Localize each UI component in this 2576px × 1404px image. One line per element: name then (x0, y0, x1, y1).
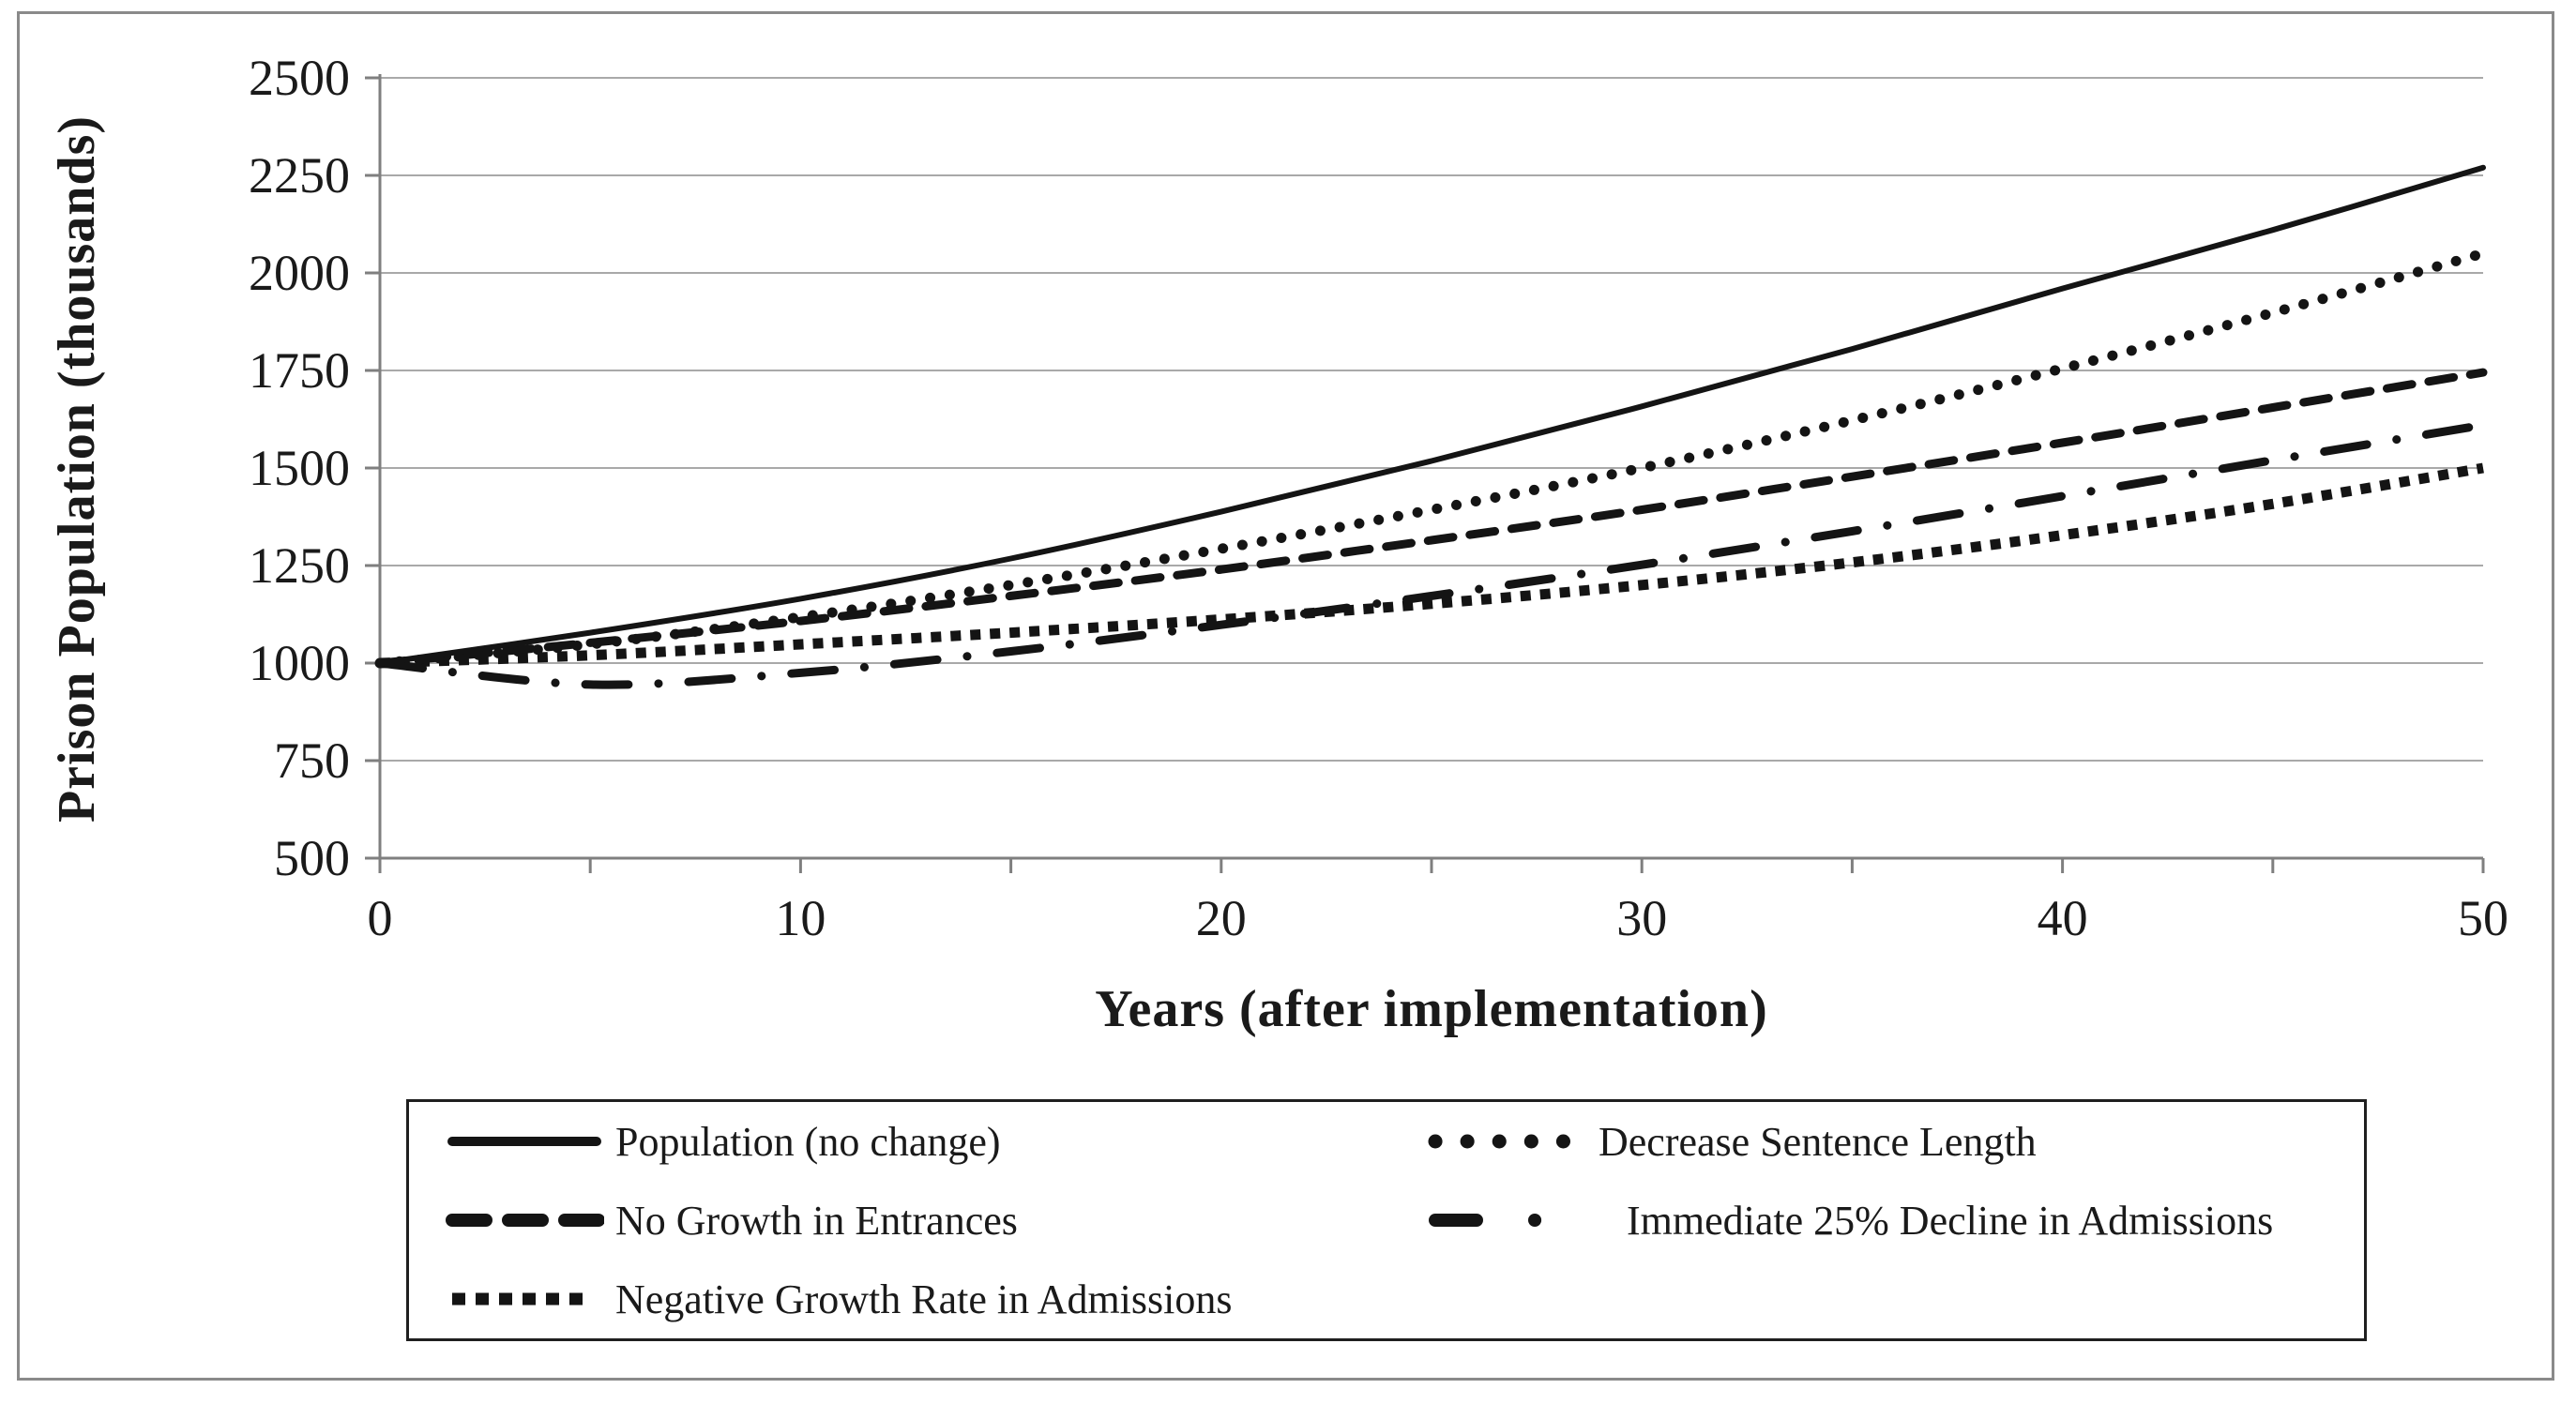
legend-label: Population (no change) (615, 1118, 1001, 1165)
svg-text:20: 20 (1196, 890, 1247, 946)
svg-text:1000: 1000 (249, 635, 350, 691)
svg-text:30: 30 (1616, 890, 1667, 946)
svg-text:50: 50 (2458, 890, 2508, 946)
svg-text:10: 10 (775, 890, 826, 946)
dash-dot-line-sample-icon (1429, 1214, 1614, 1227)
svg-text:2250: 2250 (249, 147, 350, 204)
svg-text:2500: 2500 (249, 50, 350, 106)
svg-text:1250: 1250 (249, 537, 350, 594)
legend-item-decrease-sentence-length: Decrease Sentence Length (1428, 1102, 2364, 1181)
legend-label: Immediate 25% Decline in Admissions (1627, 1197, 2274, 1244)
round-dot-line-sample-icon (1428, 1134, 1578, 1149)
legend-item-population-no-change: Population (no change) (445, 1102, 1428, 1181)
y-axis-title: Prison Population (thousands) (48, 114, 106, 823)
legend-item-immediate-25-decline: Immediate 25% Decline in Admissions (1428, 1181, 2364, 1260)
solid-line-sample-icon (447, 1137, 601, 1146)
legend-item-negative-growth-rate: Negative Growth Rate in Admissions (445, 1260, 1428, 1338)
square-dot-line-sample-icon (452, 1292, 591, 1306)
dashed-line-sample-icon (446, 1214, 604, 1227)
legend-label: Decrease Sentence Length (1599, 1118, 2037, 1165)
svg-text:0: 0 (368, 890, 393, 946)
svg-text:500: 500 (274, 830, 350, 886)
legend-label: Negative Growth Rate in Admissions (615, 1276, 1233, 1322)
svg-text:750: 750 (274, 732, 350, 789)
legend-label: No Growth in Entrances (615, 1197, 1018, 1244)
svg-text:40: 40 (2038, 890, 2088, 946)
legend-item-no-growth-in-entrances: No Growth in Entrances (445, 1181, 1428, 1260)
x-axis-title: Years (after implementation) (1095, 980, 1768, 1038)
svg-text:2000: 2000 (249, 245, 350, 301)
legend-box: Population (no change) Decrease Sentence… (406, 1099, 2367, 1341)
svg-text:1750: 1750 (249, 342, 350, 399)
svg-text:1500: 1500 (249, 440, 350, 496)
